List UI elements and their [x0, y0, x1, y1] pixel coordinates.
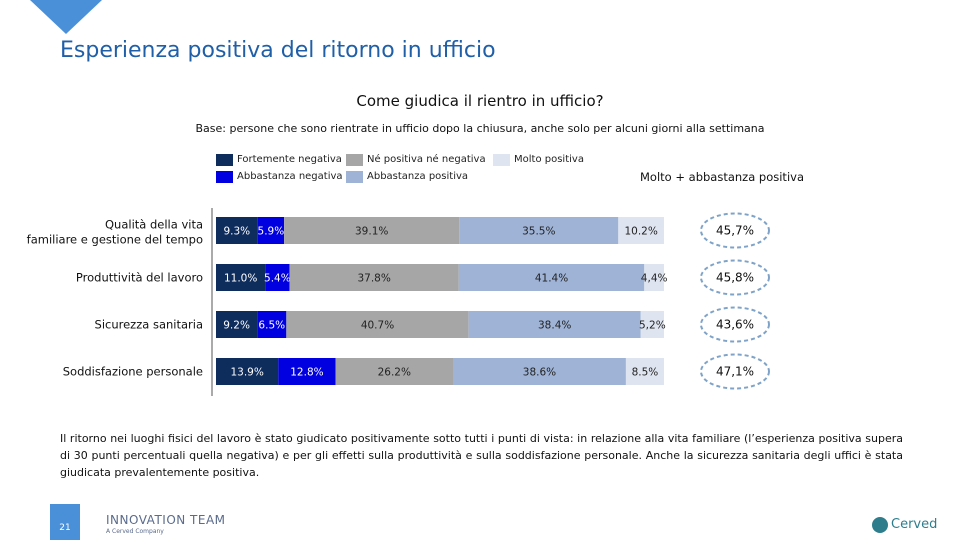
bar-segment	[216, 217, 258, 244]
data-label: 13.9%	[230, 367, 263, 379]
bar-segment	[278, 358, 336, 385]
legend-item-abbastanza-negativa: Abbastanza negativa	[216, 170, 343, 184]
legend-swatch	[346, 154, 363, 166]
chart-subtitle: Base: persone che sono rientrate in uffi…	[195, 122, 765, 135]
data-label: 38.4%	[538, 320, 571, 332]
bar-segment	[257, 311, 287, 338]
bar-segment	[284, 217, 460, 244]
legend-label: Abbastanza positiva	[367, 171, 469, 182]
innovation-team-tagline: A Cerved Company	[106, 528, 164, 535]
data-label: 12.8%	[290, 367, 323, 379]
data-label: 35.5%	[522, 226, 555, 238]
innovation-team-logo: INNOVATION TEAM A Cerved Company	[106, 513, 226, 535]
category-label: Sicurezza sanitaria	[95, 318, 203, 332]
corner-decoration	[30, 0, 102, 34]
legend-item-molto-positiva: Molto positiva	[493, 153, 584, 167]
total-positive-label: 43,6%	[716, 318, 754, 332]
data-label: 26.2%	[378, 367, 411, 379]
data-label: 8.5%	[632, 367, 659, 379]
bar-segment	[618, 217, 664, 244]
legend-swatch	[216, 171, 233, 183]
bar-segment	[458, 264, 645, 291]
total-positive-bubble	[700, 353, 770, 390]
legend-label: Fortemente negativa	[237, 154, 342, 165]
body-text: Il ritorno nei luoghi fisici del lavoro …	[60, 432, 903, 479]
bar-segment	[468, 311, 641, 338]
legend-label: Molto positiva	[514, 154, 584, 165]
data-label: 5.4%	[264, 273, 291, 285]
legend-label: Abbastanza negativa	[237, 171, 343, 182]
cerved-name: Cerved	[891, 517, 938, 532]
bar-segment	[335, 358, 453, 385]
bar-segment	[265, 264, 290, 291]
legend-swatch	[346, 171, 363, 183]
category-label: Soddisfazione personale	[63, 365, 203, 379]
data-label: 9.2%	[223, 320, 250, 332]
category-label: Qualità della vita familiare e gestione d…	[27, 218, 203, 247]
data-label: 9.3%	[223, 226, 250, 238]
innovation-team-name: INNOVATION TEAM	[106, 513, 226, 527]
bar-segment	[216, 264, 266, 291]
bar-segment	[257, 217, 285, 244]
page-number: 21	[50, 504, 80, 540]
data-label: 6.5%	[258, 320, 285, 332]
legend-swatch	[216, 154, 233, 166]
legend-label: Né positiva né negativa	[367, 154, 486, 165]
bar-segment	[625, 358, 664, 385]
legend-swatch	[493, 154, 510, 166]
bar-segment	[286, 311, 469, 338]
total-positive-bubble	[700, 212, 770, 249]
cerved-logo: Cerved	[872, 514, 938, 533]
bar-segment	[452, 358, 626, 385]
data-label: 10.2%	[624, 226, 657, 238]
bar-segment	[216, 358, 279, 385]
chart-legend: Fortemente negativa Né positiva né negat…	[216, 153, 636, 187]
bar-segment	[644, 264, 664, 291]
data-label: 40.7%	[361, 320, 394, 332]
stacked-bar-chart: Qualità della vita familiare e gestione d…	[27, 208, 770, 396]
bar-segment	[216, 311, 258, 338]
page-title: Esperienza positiva del ritorno in uffic…	[60, 38, 496, 63]
data-label: 39.1%	[355, 226, 388, 238]
total-positive-bubble	[700, 306, 770, 343]
data-label: 11.0%	[224, 273, 257, 285]
highlight-header: Molto + abbastanza positiva	[640, 170, 804, 184]
cerved-mark-icon	[872, 516, 888, 533]
total-positive-label: 45,7%	[716, 224, 754, 238]
total-positive-label: 45,8%	[716, 271, 754, 285]
legend-item-ne-positiva-ne-negativa: Né positiva né negativa	[346, 153, 486, 167]
data-label: 5.9%	[258, 226, 285, 238]
legend-item-fortemente-negativa: Fortemente negativa	[216, 153, 342, 167]
legend-item-abbastanza-positiva: Abbastanza positiva	[346, 170, 468, 184]
chart-title: Come giudica il rientro in ufficio?	[356, 92, 604, 110]
total-positive-bubble	[700, 259, 770, 296]
data-label: 41.4%	[535, 273, 568, 285]
data-label: 38.6%	[523, 367, 556, 379]
category-label: Produttività del lavoro	[76, 271, 203, 285]
data-label: 4,4%	[641, 273, 668, 285]
bar-segment	[640, 311, 664, 338]
bar-segment	[289, 264, 459, 291]
bar-segment	[459, 217, 619, 244]
data-label: 5,2%	[639, 320, 666, 332]
total-positive-label: 47,1%	[716, 365, 754, 379]
data-label: 37.8%	[357, 273, 390, 285]
